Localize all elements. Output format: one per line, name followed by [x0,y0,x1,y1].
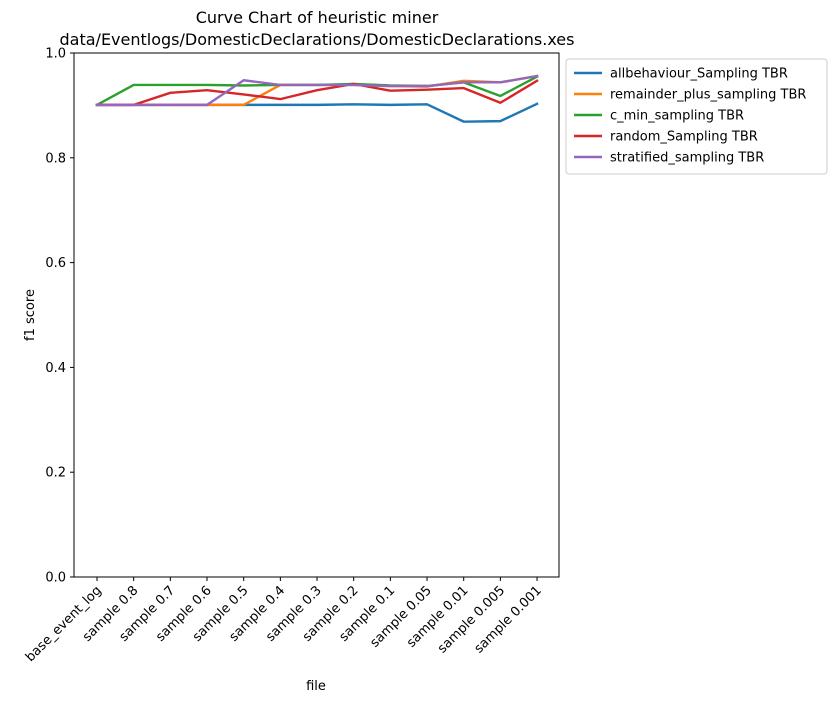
legend-label: stratified_sampling TBR [610,151,764,166]
legend-box [565,58,828,175]
x-axis-label: file [306,679,326,694]
series-line [95,102,539,123]
axes-frame [73,52,560,578]
y-tick-label: 0.8 [45,151,66,166]
y-tick-label: 0.6 [45,256,66,271]
y-tick-label: 0.2 [45,466,66,481]
series-line [95,74,539,107]
legend: allbehaviour_Sampling TBR remainder_plus_… [565,58,828,175]
legend-label: allbehaviour_Sampling TBR [610,67,788,82]
series-line [95,79,539,107]
y-tick-label: 0.4 [45,361,66,376]
legend-label: c_min_sampling TBR [610,109,744,124]
legend-label: remainder_plus_sampling TBR [610,88,806,103]
chart-title-line2: data/Eventlogs/DomesticDeclarations/Dome… [60,30,575,49]
legend-label: random_Sampling TBR [610,130,758,145]
y-tick-label: 0.0 [45,571,66,586]
x-tick-label: sample 0.001 [472,583,545,656]
chart-title-line1: Curve Chart of heuristic miner [196,8,439,27]
y-tick-label: 1.0 [45,47,66,62]
y-axis-label: f1 score [23,289,38,341]
